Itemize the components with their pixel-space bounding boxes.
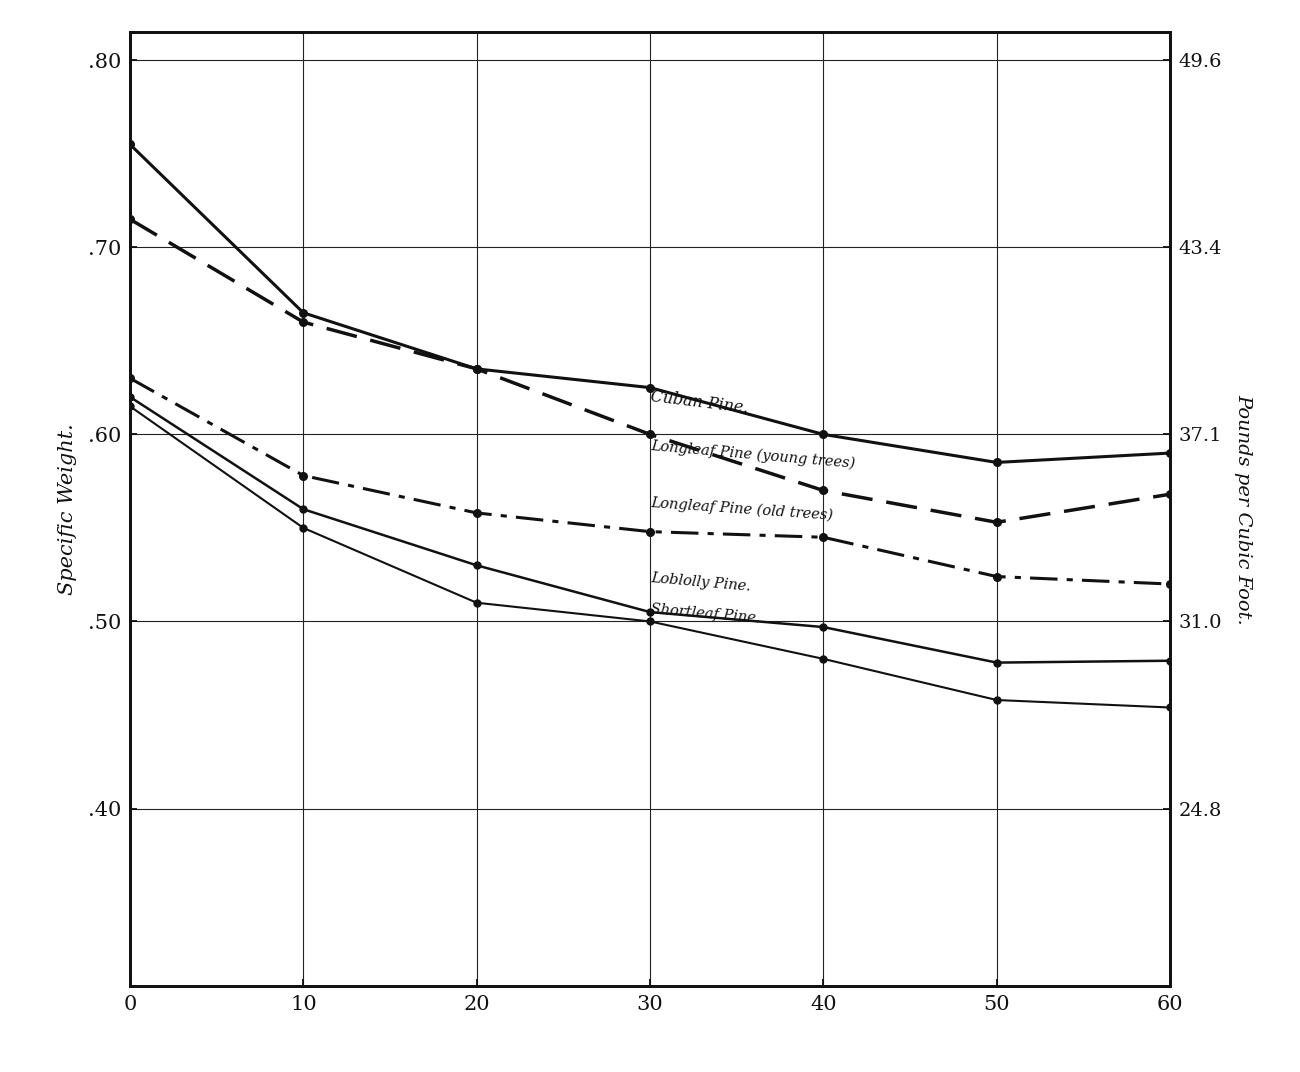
Text: Longleaf Pine (young trees): Longleaf Pine (young trees) — [650, 438, 855, 471]
Text: Cuban Pine.: Cuban Pine. — [650, 388, 750, 417]
Text: Loblolly Pine.: Loblolly Pine. — [650, 570, 751, 594]
Y-axis label: Pounds per Cubic Foot.: Pounds per Cubic Foot. — [1235, 393, 1252, 625]
Text: Longleaf Pine (old trees): Longleaf Pine (old trees) — [650, 495, 833, 523]
Y-axis label: Specific Weight.: Specific Weight. — [58, 423, 77, 595]
Text: Shortleaf Pine.: Shortleaf Pine. — [650, 602, 760, 626]
